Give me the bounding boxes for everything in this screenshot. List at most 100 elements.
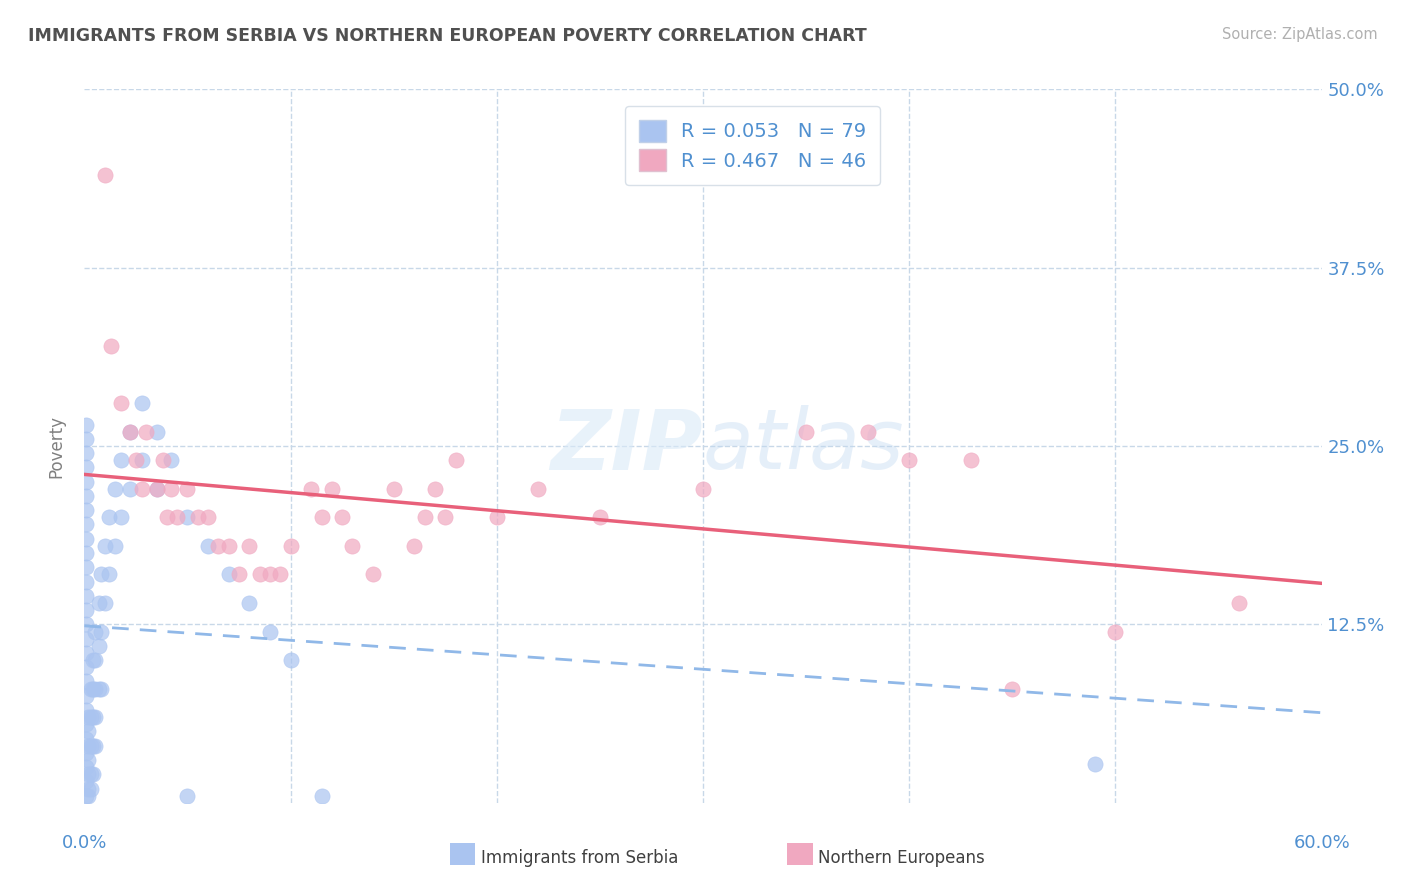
Point bbox=[75, 574, 97, 589]
Point bbox=[238, 596, 260, 610]
Point bbox=[1104, 624, 1126, 639]
Point bbox=[131, 396, 153, 410]
Point bbox=[83, 710, 105, 724]
Point bbox=[423, 482, 446, 496]
Point bbox=[207, 539, 229, 553]
Point bbox=[98, 510, 121, 524]
Point bbox=[131, 453, 153, 467]
Point bbox=[160, 453, 183, 467]
Point bbox=[83, 681, 105, 696]
Point bbox=[82, 739, 104, 753]
Point bbox=[176, 482, 198, 496]
Point bbox=[118, 482, 141, 496]
Text: IMMIGRANTS FROM SERBIA VS NORTHERN EUROPEAN POVERTY CORRELATION CHART: IMMIGRANTS FROM SERBIA VS NORTHERN EUROP… bbox=[28, 27, 868, 45]
Point bbox=[110, 510, 132, 524]
Point bbox=[75, 689, 97, 703]
Point bbox=[77, 739, 100, 753]
Text: Immigrants from Serbia: Immigrants from Serbia bbox=[481, 849, 678, 867]
Point bbox=[197, 510, 219, 524]
Point bbox=[75, 517, 97, 532]
Point bbox=[100, 339, 122, 353]
Point bbox=[79, 781, 101, 796]
Point bbox=[856, 425, 879, 439]
Point bbox=[83, 653, 105, 667]
Point bbox=[218, 539, 240, 553]
Point bbox=[228, 567, 250, 582]
Point bbox=[187, 510, 209, 524]
Point bbox=[87, 681, 110, 696]
Point bbox=[75, 632, 97, 646]
Point bbox=[94, 539, 117, 553]
Point bbox=[87, 596, 110, 610]
Text: Source: ZipAtlas.com: Source: ZipAtlas.com bbox=[1222, 27, 1378, 42]
Point bbox=[794, 425, 817, 439]
Point bbox=[259, 567, 281, 582]
Point bbox=[75, 717, 97, 731]
Point bbox=[94, 596, 117, 610]
Point bbox=[166, 510, 188, 524]
Point bbox=[82, 767, 104, 781]
Point bbox=[249, 567, 271, 582]
Point bbox=[145, 482, 167, 496]
Point bbox=[75, 432, 97, 446]
Point bbox=[1227, 596, 1250, 610]
Point bbox=[589, 510, 612, 524]
Point bbox=[75, 532, 97, 546]
Point bbox=[280, 539, 302, 553]
Point bbox=[160, 482, 183, 496]
Point bbox=[330, 510, 353, 524]
Point bbox=[75, 417, 97, 432]
Point bbox=[299, 482, 322, 496]
Point bbox=[75, 489, 97, 503]
Point bbox=[75, 589, 97, 603]
Point bbox=[75, 646, 97, 660]
Point bbox=[382, 482, 405, 496]
Point bbox=[75, 731, 97, 746]
Point bbox=[197, 539, 219, 553]
Point bbox=[485, 510, 508, 524]
Point bbox=[87, 639, 110, 653]
Point bbox=[79, 710, 101, 724]
Point bbox=[259, 624, 281, 639]
Point bbox=[434, 510, 457, 524]
Point bbox=[79, 739, 101, 753]
Point bbox=[82, 653, 104, 667]
Y-axis label: Poverty: Poverty bbox=[46, 415, 65, 477]
Point bbox=[361, 567, 384, 582]
Point bbox=[94, 168, 117, 182]
Point bbox=[1001, 681, 1024, 696]
Point bbox=[898, 453, 921, 467]
Point bbox=[77, 789, 100, 803]
Point bbox=[125, 453, 148, 467]
Point bbox=[90, 567, 112, 582]
Point bbox=[413, 510, 436, 524]
Point bbox=[75, 503, 97, 517]
Point bbox=[527, 482, 550, 496]
Point bbox=[692, 482, 714, 496]
Text: 60.0%: 60.0% bbox=[1294, 834, 1350, 852]
Text: atlas: atlas bbox=[703, 406, 904, 486]
Point bbox=[75, 789, 97, 803]
Point bbox=[82, 681, 104, 696]
Point bbox=[75, 774, 97, 789]
Point bbox=[135, 425, 157, 439]
Point bbox=[104, 539, 127, 553]
Point bbox=[77, 753, 100, 767]
Point bbox=[104, 482, 127, 496]
Point bbox=[176, 510, 198, 524]
Point bbox=[218, 567, 240, 582]
Point bbox=[75, 660, 97, 674]
Text: ZIP: ZIP bbox=[550, 406, 703, 486]
Point bbox=[77, 767, 100, 781]
Point bbox=[118, 425, 141, 439]
Point bbox=[118, 425, 141, 439]
Point bbox=[79, 767, 101, 781]
Point bbox=[98, 567, 121, 582]
Point bbox=[311, 789, 333, 803]
Point bbox=[342, 539, 364, 553]
Point bbox=[280, 653, 302, 667]
Point bbox=[156, 510, 179, 524]
Text: 0.0%: 0.0% bbox=[62, 834, 107, 852]
Point bbox=[75, 475, 97, 489]
Point bbox=[152, 453, 174, 467]
